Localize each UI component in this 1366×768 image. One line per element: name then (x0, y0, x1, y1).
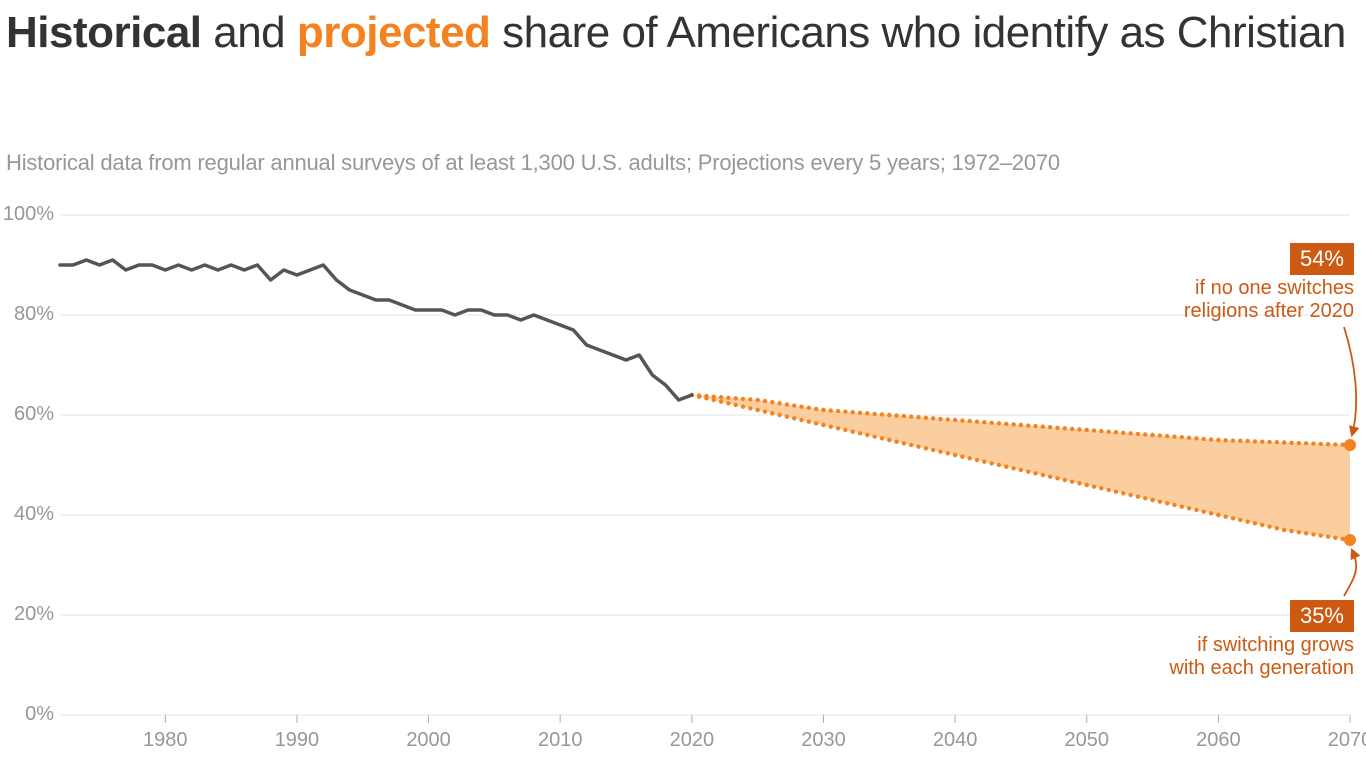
title-historical: Historical (6, 8, 202, 57)
callout-lower-box: 35% (1290, 600, 1354, 632)
x-axis-label: 1990 (275, 729, 320, 752)
title-and: and (202, 8, 297, 57)
y-axis-label: 60% (0, 403, 54, 426)
x-axis-label: 2010 (538, 729, 583, 752)
callout-upper-text: if no one switchesreligions after 2020 (1184, 277, 1354, 323)
y-axis-label: 100% (0, 203, 54, 226)
x-axis-label: 2060 (1196, 729, 1241, 752)
x-axis-label: 2040 (933, 729, 978, 752)
y-axis-label: 80% (0, 303, 54, 326)
callout-upper-box: 54% (1290, 243, 1354, 275)
y-axis-label: 20% (0, 603, 54, 626)
x-axis-label: 2030 (801, 729, 846, 752)
x-axis-label: 2070 (1328, 729, 1366, 752)
chart-subtitle: Historical data from regular annual surv… (6, 150, 1060, 176)
title-projected: projected (297, 8, 491, 57)
y-axis-label: 40% (0, 503, 54, 526)
x-axis-label: 1980 (143, 729, 188, 752)
x-axis-label: 2000 (406, 729, 451, 752)
callout-lower-text: if switching growswith each generation (1169, 634, 1354, 680)
y-axis-label: 0% (0, 703, 54, 726)
title-rest: share of Americans who identify as Chris… (490, 8, 1345, 57)
chart-area: 0% 20% 40% 60% 80% 100% 1980 1990 2000 2010 2020 20… (0, 195, 1366, 755)
x-axis-label: 2020 (670, 729, 715, 752)
x-axis-label: 2050 (1064, 729, 1109, 752)
chart-svg (0, 195, 1366, 755)
chart-title: Historical and projected share of Americ… (6, 8, 1346, 59)
